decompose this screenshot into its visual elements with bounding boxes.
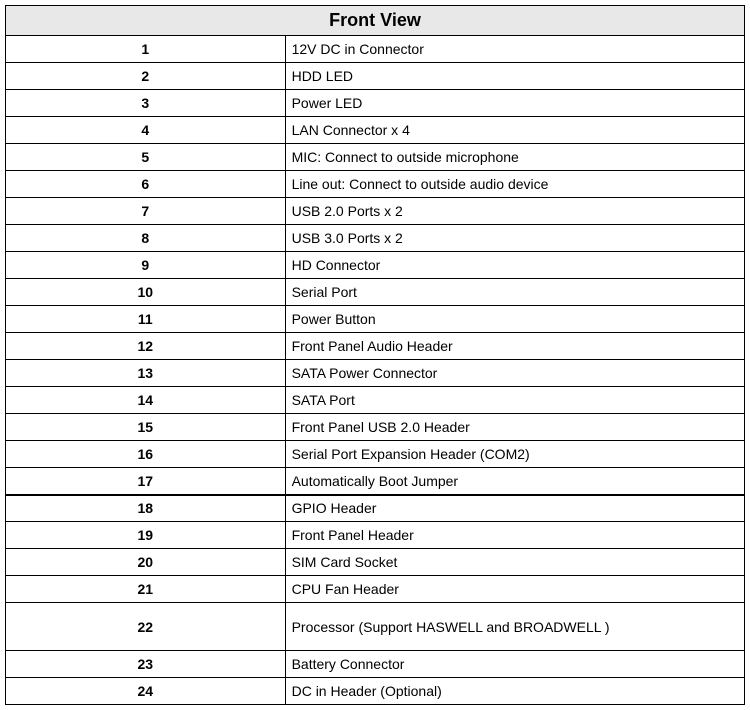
- table-row: 5MIC: Connect to outside microphone: [6, 144, 745, 171]
- row-number: 1: [6, 36, 286, 63]
- row-description: Front Panel Header: [285, 522, 744, 549]
- table-header-row: Front View: [6, 6, 745, 36]
- row-description: SATA Power Connector: [285, 360, 744, 387]
- row-description: MIC: Connect to outside microphone: [285, 144, 744, 171]
- row-number: 15: [6, 414, 286, 441]
- row-number: 9: [6, 252, 286, 279]
- row-number: 13: [6, 360, 286, 387]
- row-description: SIM Card Socket: [285, 549, 744, 576]
- row-number: 16: [6, 441, 286, 468]
- table-row: 12Front Panel Audio Header: [6, 333, 745, 360]
- row-number: 8: [6, 225, 286, 252]
- row-number: 21: [6, 576, 286, 603]
- table-row: 18GPIO Header: [6, 495, 745, 522]
- row-description: Front Panel Audio Header: [285, 333, 744, 360]
- table-row: 15Front Panel USB 2.0 Header: [6, 414, 745, 441]
- table-row: 3Power LED: [6, 90, 745, 117]
- table-row: 20SIM Card Socket: [6, 549, 745, 576]
- table-row: 7USB 2.0 Ports x 2: [6, 198, 745, 225]
- row-number: 10: [6, 279, 286, 306]
- row-number: 2: [6, 63, 286, 90]
- row-number: 12: [6, 333, 286, 360]
- table-row: 14SATA Port: [6, 387, 745, 414]
- row-number: 20: [6, 549, 286, 576]
- row-description: Line out: Connect to outside audio devic…: [285, 171, 744, 198]
- row-number: 14: [6, 387, 286, 414]
- row-description: HDD LED: [285, 63, 744, 90]
- row-description: Power Button: [285, 306, 744, 333]
- row-number: 17: [6, 468, 286, 495]
- row-description: Power LED: [285, 90, 744, 117]
- row-description: Battery Connector: [285, 651, 744, 678]
- front-view-table-container: Front View 112V DC in Connector2HDD LED3…: [5, 5, 745, 705]
- row-description: Automatically Boot Jumper: [285, 468, 744, 495]
- row-description: Serial Port: [285, 279, 744, 306]
- row-number: 19: [6, 522, 286, 549]
- row-number: 23: [6, 651, 286, 678]
- table-row: 19Front Panel Header: [6, 522, 745, 549]
- row-description: Serial Port Expansion Header (COM2): [285, 441, 744, 468]
- table-row: 8USB 3.0 Ports x 2: [6, 225, 745, 252]
- row-number: 7: [6, 198, 286, 225]
- row-description: USB 3.0 Ports x 2: [285, 225, 744, 252]
- table-row: 16Serial Port Expansion Header (COM2): [6, 441, 745, 468]
- row-description: DC in Header (Optional): [285, 678, 744, 705]
- table-body: 112V DC in Connector2HDD LED3Power LED4L…: [6, 36, 745, 705]
- table-row: 4LAN Connector x 4: [6, 117, 745, 144]
- table-row: 24DC in Header (Optional): [6, 678, 745, 705]
- row-number: 4: [6, 117, 286, 144]
- row-number: 3: [6, 90, 286, 117]
- table-title: Front View: [6, 6, 745, 36]
- front-view-table: Front View 112V DC in Connector2HDD LED3…: [5, 5, 745, 705]
- row-description: 12V DC in Connector: [285, 36, 744, 63]
- table-row: 6Line out: Connect to outside audio devi…: [6, 171, 745, 198]
- row-number: 5: [6, 144, 286, 171]
- row-description: HD Connector: [285, 252, 744, 279]
- table-row: 10Serial Port: [6, 279, 745, 306]
- table-row: 2HDD LED: [6, 63, 745, 90]
- row-description: USB 2.0 Ports x 2: [285, 198, 744, 225]
- table-row: 21CPU Fan Header: [6, 576, 745, 603]
- row-number: 11: [6, 306, 286, 333]
- row-description: GPIO Header: [285, 495, 744, 522]
- table-row: 17Automatically Boot Jumper: [6, 468, 745, 495]
- row-number: 24: [6, 678, 286, 705]
- table-row: 11Power Button: [6, 306, 745, 333]
- row-description: Front Panel USB 2.0 Header: [285, 414, 744, 441]
- row-description: LAN Connector x 4: [285, 117, 744, 144]
- table-row: 9HD Connector: [6, 252, 745, 279]
- table-row: 22Processor (Support HASWELL and BROADWE…: [6, 603, 745, 651]
- table-row: 13SATA Power Connector: [6, 360, 745, 387]
- row-description: CPU Fan Header: [285, 576, 744, 603]
- row-number: 18: [6, 495, 286, 522]
- table-row: 112V DC in Connector: [6, 36, 745, 63]
- row-number: 6: [6, 171, 286, 198]
- row-description: SATA Port: [285, 387, 744, 414]
- table-row: 23Battery Connector: [6, 651, 745, 678]
- row-description: Processor (Support HASWELL and BROADWELL…: [285, 603, 744, 651]
- row-number: 22: [6, 603, 286, 651]
